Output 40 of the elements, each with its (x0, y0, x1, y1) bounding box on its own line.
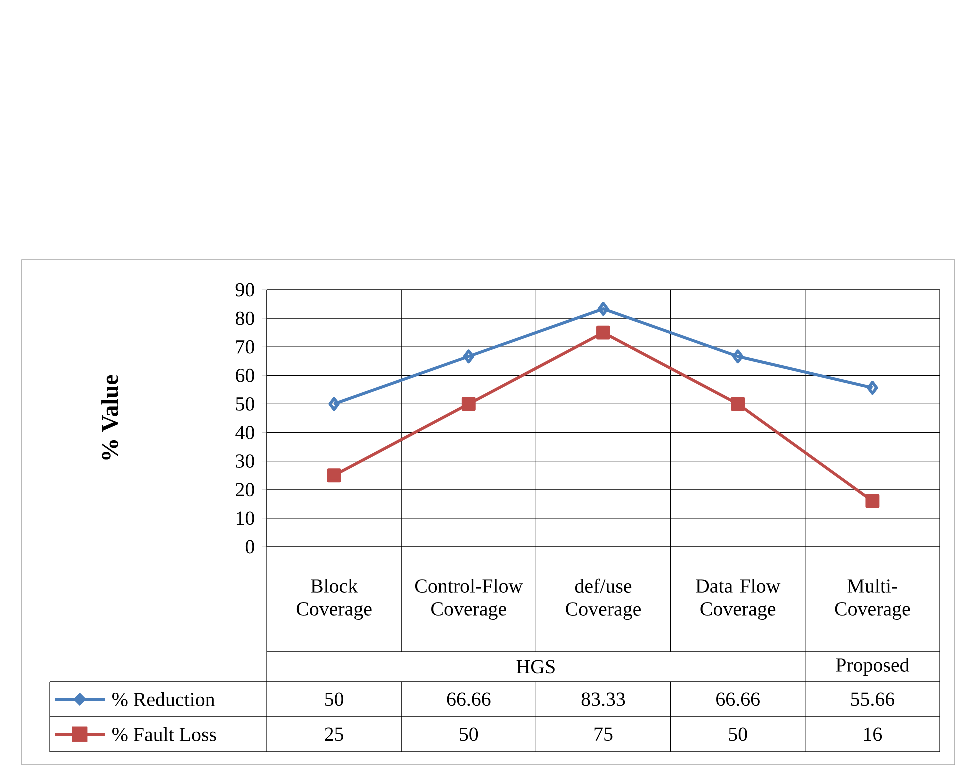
x-tick-label: Control-Flow Coverage (415, 578, 524, 620)
y-tick-label: 40 (236, 426, 254, 440)
data-label: 50 (729, 728, 748, 742)
data-label: 16 (864, 728, 882, 742)
y-tick-label: 90 (236, 283, 254, 297)
y-tick-label: 20 (236, 483, 254, 497)
point (598, 302, 610, 316)
text: Proposed (836, 658, 910, 676)
data-label: 83.33 (582, 692, 626, 706)
legend-label: % Fault Loss (112, 727, 216, 742)
point (732, 350, 744, 364)
point (463, 350, 475, 364)
point (596, 326, 610, 340)
text: HGS (516, 660, 555, 674)
data-label: 66.66 (447, 692, 491, 706)
data-label: 55.66 (851, 692, 895, 706)
y-tick-label: 60 (236, 368, 254, 382)
y-tick-label: 0 (246, 540, 254, 554)
y-axis-title: % Value (102, 375, 118, 460)
legend-label: % Reduction (112, 692, 216, 707)
point (328, 397, 340, 412)
point (462, 397, 476, 412)
point (731, 397, 746, 412)
y-tick-label: 30 (236, 454, 254, 468)
y-tick-label: 80 (236, 312, 254, 326)
x-tick-label: Multi-Coverage (835, 578, 910, 620)
data-label: 50 (325, 692, 344, 706)
x-tick-label: Block Coverage (296, 578, 372, 620)
x-tick-label: def/use Coverage (566, 578, 641, 620)
data-label: 25 (325, 728, 344, 742)
y-tick-label: 10 (236, 512, 254, 526)
x-tick-label: Data Flow Coverage (696, 578, 781, 620)
point (327, 468, 342, 483)
point (867, 381, 878, 396)
y-tick-label: 50 (236, 398, 254, 411)
data-label: 66.66 (716, 692, 760, 706)
data-label: 50 (460, 728, 478, 742)
data-label: 75 (594, 728, 613, 742)
point (866, 494, 880, 508)
y-tick-label: 70 (236, 340, 254, 354)
